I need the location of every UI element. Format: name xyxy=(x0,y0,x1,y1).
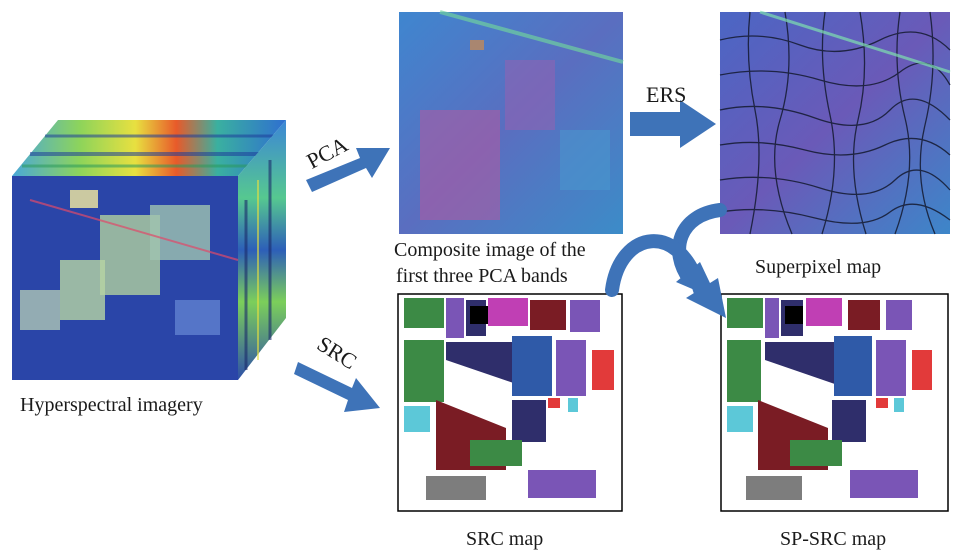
cube-top-face xyxy=(12,120,286,176)
cube-side-stripes xyxy=(244,160,272,370)
ers-arrow-label: ERS xyxy=(646,82,687,107)
superpixel-label: Superpixel map xyxy=(755,256,882,278)
src-map-label: SRC map xyxy=(466,528,544,550)
composite-label-line2: first three PCA bands xyxy=(396,265,568,287)
cube-top-stripes xyxy=(22,134,276,168)
superpixel-map xyxy=(719,10,951,235)
spsrc-map xyxy=(720,293,949,512)
hyperspectral-label: Hyperspectral imagery xyxy=(20,394,203,416)
pca-arrow xyxy=(306,148,390,192)
src-to-spsrc-curved-arrow xyxy=(605,234,707,297)
src-map xyxy=(397,293,623,512)
cube-front-fields xyxy=(20,190,239,335)
composite-label-line1: Composite image of the xyxy=(394,239,586,261)
cube-side-face xyxy=(238,120,286,380)
ers-arrow xyxy=(630,100,716,148)
spsrc-map-label: SP-SRC map xyxy=(780,528,887,550)
composite-image xyxy=(399,10,624,234)
src-to-spsrc-arrowhead xyxy=(686,278,726,318)
hyperspectral-cube xyxy=(12,120,286,380)
superpixel-to-spsrc-curved-arrow xyxy=(672,203,727,287)
src-arrow xyxy=(294,362,380,412)
